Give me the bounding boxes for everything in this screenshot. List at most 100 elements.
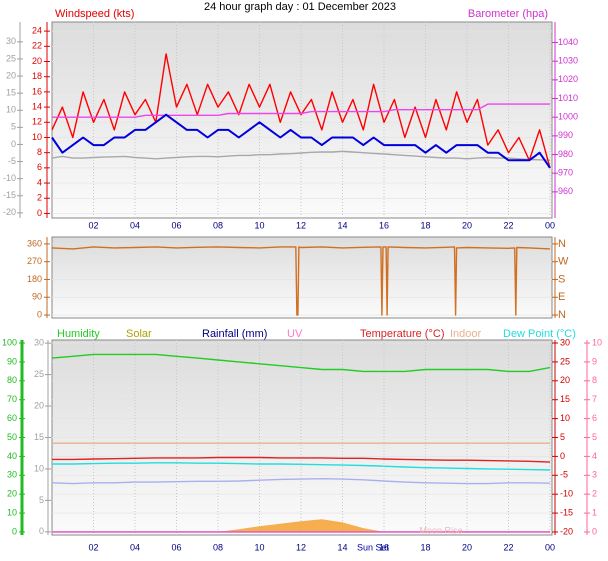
y-tick-label: 10 bbox=[592, 337, 602, 347]
y-tick-label: 40 bbox=[7, 451, 17, 461]
x-tick-label: 16 bbox=[379, 542, 389, 552]
x-tick-label: 06 bbox=[171, 542, 181, 552]
legend-label: Temperature (°C) bbox=[360, 328, 444, 340]
y-tick-label: 70 bbox=[7, 394, 17, 404]
y-tick-label: 2 bbox=[592, 489, 597, 499]
x-tick-label: 02 bbox=[88, 220, 98, 230]
y-tick-label: 16 bbox=[32, 86, 42, 96]
legend-label: Humidity bbox=[57, 328, 100, 340]
x-tick-label: 08 bbox=[213, 220, 223, 230]
y-tick-label: 5 bbox=[11, 122, 16, 132]
y-tick-label: 0 bbox=[37, 309, 42, 319]
x-tick-label: 04 bbox=[130, 220, 140, 230]
y-tick-label: 10 bbox=[7, 507, 17, 517]
y-axis-title: Windspeed (kts) bbox=[55, 8, 134, 20]
y-tick-label: 4 bbox=[592, 451, 597, 461]
x-tick-label: 18 bbox=[420, 542, 430, 552]
x-tick-label: 12 bbox=[296, 220, 306, 230]
series-line bbox=[52, 103, 550, 118]
y-tick-label: 2 bbox=[37, 193, 42, 203]
y-tick-label: 20 bbox=[6, 70, 16, 80]
y-tick-label: 1 bbox=[592, 507, 597, 517]
y-tick-label: 50 bbox=[7, 432, 17, 442]
series-line bbox=[52, 462, 551, 471]
legend-label: UV bbox=[287, 328, 303, 340]
y-tick-label: 3 bbox=[592, 470, 597, 480]
x-tick-label: 10 bbox=[254, 542, 264, 552]
series-line bbox=[51, 150, 551, 161]
x-tick-label: 14 bbox=[337, 542, 347, 552]
y-tick-label: 0 bbox=[39, 526, 44, 536]
legend-label: Solar bbox=[126, 328, 152, 340]
x-tick-label: 00 bbox=[545, 542, 555, 552]
y-tick-label: 100 bbox=[2, 337, 17, 347]
y-tick-label: 980 bbox=[558, 149, 573, 159]
y-tick-label: 970 bbox=[558, 168, 573, 178]
annotation: Sun Set bbox=[357, 542, 390, 552]
x-tick-label: 22 bbox=[503, 220, 513, 230]
y-tick-label: 18 bbox=[32, 71, 42, 81]
series-line bbox=[51, 113, 551, 169]
y-tick-label: 30 bbox=[560, 337, 570, 347]
y-tick-label: -15 bbox=[560, 507, 573, 517]
y-tick-label: 15 bbox=[560, 394, 570, 404]
x-tick-label: 20 bbox=[462, 220, 472, 230]
y-tick-label: 90 bbox=[7, 356, 17, 366]
y-tick-label: 0 bbox=[12, 526, 17, 536]
y-tick-label: 22 bbox=[32, 41, 42, 51]
x-tick-label: 20 bbox=[462, 542, 472, 552]
y-tick-label: 15 bbox=[34, 432, 44, 442]
y-tick-label: 30 bbox=[6, 36, 16, 46]
x-tick-label: 06 bbox=[171, 220, 181, 230]
y-tick-label: 20 bbox=[560, 375, 570, 385]
x-tick-label: 22 bbox=[503, 542, 513, 552]
y-tick-label: 10 bbox=[34, 463, 44, 473]
y-tick-label: 180 bbox=[27, 274, 42, 284]
y-tick-label: -5 bbox=[560, 470, 568, 480]
y-tick-label: 1020 bbox=[558, 74, 578, 84]
y-tick-label: 0 bbox=[560, 451, 565, 461]
x-tick-label: 16 bbox=[379, 220, 389, 230]
x-tick-label: 08 bbox=[213, 542, 223, 552]
plot-area bbox=[51, 21, 553, 219]
legend-label: Dew Point (°C) bbox=[503, 328, 576, 340]
y-tick-label: 990 bbox=[558, 130, 573, 140]
annotation: Moon Rise bbox=[419, 525, 462, 535]
y-tick-label: 5 bbox=[39, 495, 44, 505]
y-tick-label: 60 bbox=[7, 413, 17, 423]
y-tick-label: 9 bbox=[592, 356, 597, 366]
y-tick-label: 25 bbox=[34, 369, 44, 379]
y-tick-label: 20 bbox=[7, 489, 17, 499]
y-tick-label: -15 bbox=[3, 190, 16, 200]
x-tick-label: 10 bbox=[254, 220, 264, 230]
y-tick-label: 4 bbox=[37, 177, 42, 187]
y-tick-label: E bbox=[558, 291, 565, 303]
x-tick-label: 02 bbox=[88, 542, 98, 552]
y-tick-label: 7 bbox=[592, 394, 597, 404]
series-area bbox=[52, 519, 550, 532]
y-tick-label: 1040 bbox=[558, 37, 578, 47]
y-tick-label: 10 bbox=[32, 132, 42, 142]
series-line bbox=[51, 246, 551, 316]
series-line bbox=[51, 353, 551, 373]
y-tick-label: 270 bbox=[27, 256, 42, 266]
y-tick-label: -20 bbox=[3, 207, 16, 217]
y-tick-label: 12 bbox=[32, 117, 42, 127]
y-tick-label: 5 bbox=[560, 432, 565, 442]
y-tick-label: S bbox=[558, 273, 565, 285]
y-tick-label: 30 bbox=[7, 470, 17, 480]
series-line bbox=[51, 478, 551, 485]
y-tick-label: 960 bbox=[558, 186, 573, 196]
y2-axis-title: Barometer (hpa) bbox=[468, 8, 548, 20]
y-tick-label: 90 bbox=[32, 292, 42, 302]
y-tick-label: 8 bbox=[37, 147, 42, 157]
y-tick-label: -10 bbox=[3, 173, 16, 183]
series-line bbox=[51, 53, 551, 169]
y-tick-label: 10 bbox=[560, 413, 570, 423]
y-tick-label: N bbox=[558, 238, 566, 250]
chart-title: 24 hour graph day : 01 December 2023 bbox=[204, 1, 396, 13]
x-tick-label: 04 bbox=[130, 542, 140, 552]
x-tick-label: 18 bbox=[420, 220, 430, 230]
y-tick-label: 1000 bbox=[558, 112, 578, 122]
y-tick-label: 1010 bbox=[558, 93, 578, 103]
